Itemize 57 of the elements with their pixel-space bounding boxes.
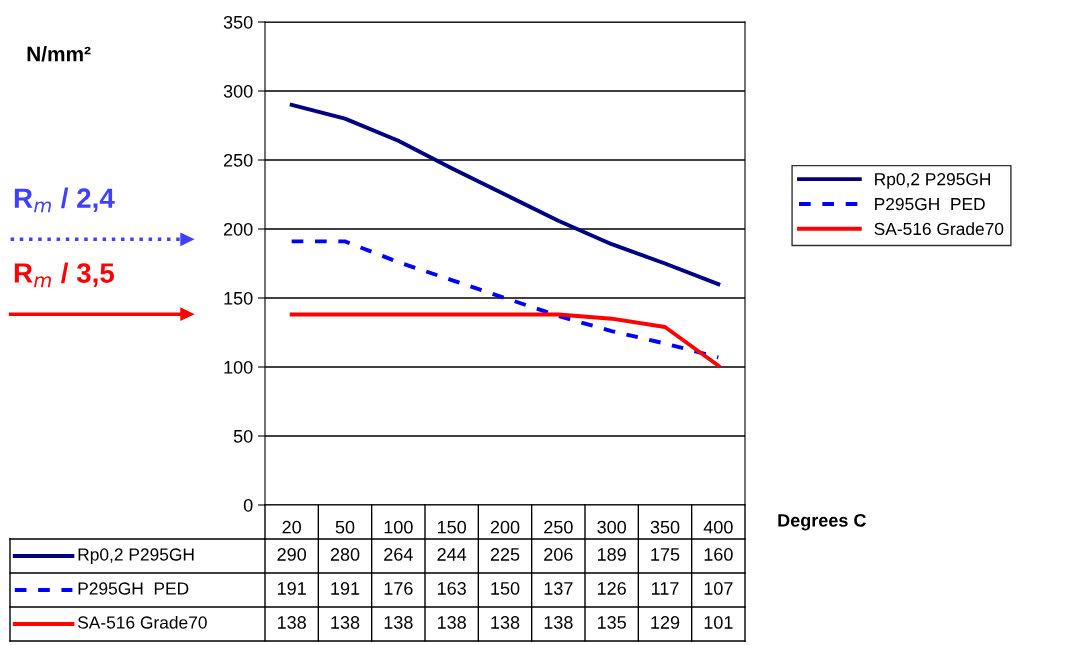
data-label: 191 <box>277 582 306 595</box>
data-label: 107 <box>704 582 733 595</box>
data-label: 138 <box>491 616 520 629</box>
data-label: 280 <box>330 548 360 561</box>
line-series <box>289 312 721 368</box>
data-label: 290 <box>277 548 307 561</box>
text: N/mm² <box>27 46 91 62</box>
data-label: 264 <box>384 548 413 561</box>
data-label: 160 <box>704 548 733 561</box>
data-label: 163 <box>437 582 466 595</box>
data-label: 138 <box>437 616 466 629</box>
legend-label: SA-516 Grade70 <box>874 222 1004 236</box>
data-label: 138 <box>277 616 306 629</box>
x-tick-label: 20 <box>282 520 301 534</box>
data-label: 129 <box>651 616 680 629</box>
text: P295GH PED <box>78 582 189 595</box>
x-tick-label: 50 <box>335 520 355 534</box>
data-label: 138 <box>384 616 413 629</box>
x-tick-label: 250 <box>544 520 573 534</box>
x-tick-label: 350 <box>650 520 680 534</box>
line-series <box>289 102 721 287</box>
y-tick-label: 50 <box>233 429 253 443</box>
data-label: 101 <box>704 616 733 629</box>
data-label: 150 <box>491 582 520 595</box>
y-tick-label: 250 <box>223 153 253 167</box>
data-label: 176 <box>384 582 413 595</box>
data-label: 191 <box>331 582 360 595</box>
data-label: 175 <box>651 548 680 561</box>
x-tick-label: 200 <box>490 520 520 534</box>
data-label: 117 <box>651 582 679 595</box>
y-tick-label: 200 <box>223 222 253 236</box>
x-axis-title: Degrees C <box>778 513 866 531</box>
text: SA-516 Grade70 <box>77 615 207 629</box>
y-tick-label: 300 <box>223 84 253 98</box>
x-tick-label: 300 <box>597 520 627 534</box>
x-tick-label: 150 <box>437 520 467 534</box>
data-label: 138 <box>331 616 360 629</box>
data-label: 225 <box>490 548 520 561</box>
line-series <box>289 239 721 360</box>
data-label: 189 <box>597 548 626 561</box>
data-label: 244 <box>437 548 467 561</box>
text: R$_{m}$ / 2,4 <box>14 187 115 213</box>
text: Rp0,2 P295GH <box>78 548 194 565</box>
y-tick-label: 0 <box>243 498 253 512</box>
text: R$_{m}$ / 3,5 <box>14 262 115 288</box>
data-label: 137 <box>544 582 573 595</box>
y-tick-label: 350 <box>223 15 253 29</box>
data-label: 135 <box>597 616 626 629</box>
x-tick-label: 400 <box>703 520 733 534</box>
legend-label: P295GH PED <box>875 197 985 211</box>
y-tick-label: 150 <box>224 291 253 305</box>
x-tick-label: 100 <box>384 520 413 534</box>
data-label: 206 <box>544 548 573 561</box>
legend-label: Rp0,2 P295GH <box>875 173 990 189</box>
y-tick-label: 100 <box>224 360 253 374</box>
data-label: 126 <box>597 582 626 595</box>
data-label: 138 <box>544 616 573 629</box>
